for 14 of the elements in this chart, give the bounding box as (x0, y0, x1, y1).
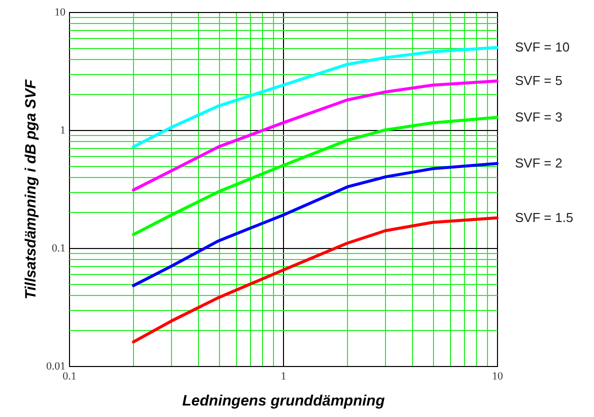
x-tick-label: 1 (280, 370, 286, 382)
x-tick-label: 10 (492, 370, 504, 382)
y-tick-label: 0.01 (46, 360, 66, 372)
y-tick-label: 0.1 (52, 242, 66, 254)
series-label: SVF = 3 (515, 109, 562, 124)
y-tick-label: 10 (54, 6, 66, 18)
series-label: SVF = 1.5 (515, 210, 574, 225)
series-label: SVF = 5 (515, 73, 562, 88)
y-axis-title: Tillsatsdämpning i dB pga SVF (22, 78, 40, 300)
series-label: SVF = 2 (515, 156, 562, 171)
x-tick-label: 0.1 (62, 370, 76, 382)
y-tick-label: 1 (60, 124, 66, 136)
series-label: SVF = 10 (515, 40, 570, 55)
x-axis-title: Ledningens grunddämpning (182, 392, 385, 410)
